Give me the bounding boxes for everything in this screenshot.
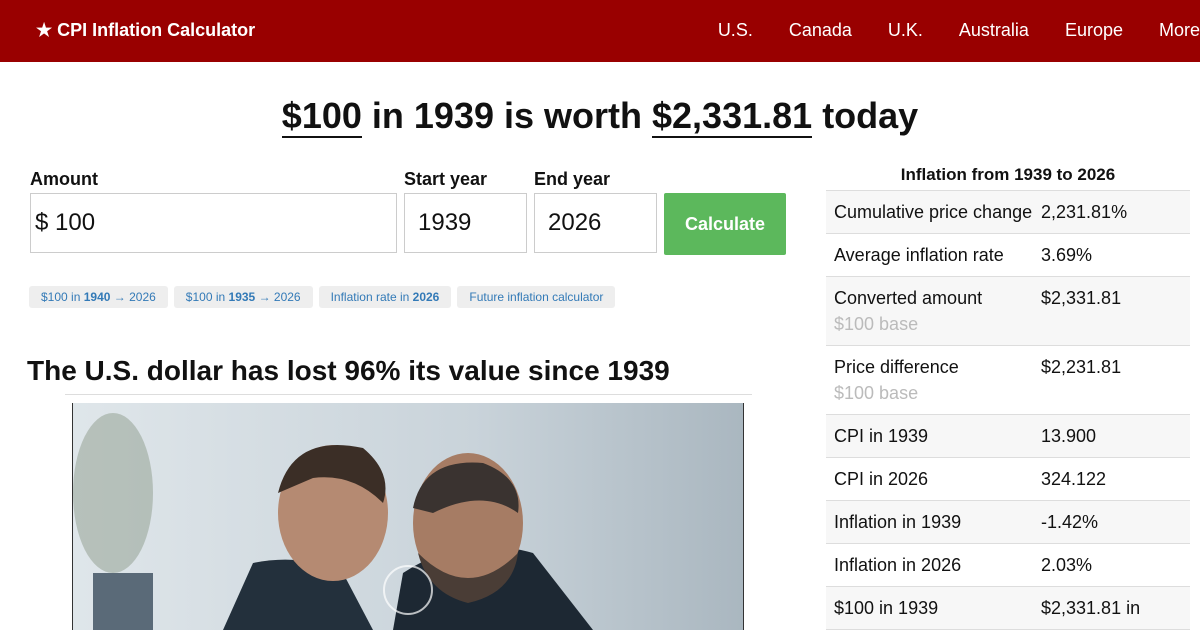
summary-title: Inflation from 1939 to 2026 bbox=[826, 160, 1190, 191]
summary-row: Cumulative price change 2,231.81% bbox=[826, 191, 1190, 234]
row-label-text: Cumulative price change bbox=[834, 202, 1033, 222]
chip-text: Future inflation calculator bbox=[469, 290, 604, 304]
row-label-text: Price difference bbox=[834, 357, 959, 377]
row-value: $2,231.81 bbox=[1041, 357, 1122, 377]
row-label: CPI in 1939 bbox=[834, 423, 1041, 449]
row-label: Inflation in 1939 bbox=[834, 509, 1041, 535]
row-label: Cumulative price change bbox=[834, 199, 1041, 225]
amount-input[interactable]: $ 100 bbox=[30, 193, 397, 253]
headline-text: in 1939 is worth bbox=[371, 95, 642, 136]
chip-year: 1940 bbox=[83, 290, 111, 304]
currency: $ bbox=[35, 209, 49, 236]
row-label: Converted amount $100 base bbox=[834, 285, 1041, 337]
nav-link[interactable]: Canada bbox=[788, 20, 852, 40]
row-value: 2.03% bbox=[1041, 555, 1093, 575]
chip-text: → 2026 bbox=[258, 290, 301, 304]
row-label-text: Inflation in 2026 bbox=[834, 555, 962, 575]
row-label: Price difference $100 base bbox=[834, 354, 1041, 406]
row-value: $2,331.81 in bbox=[1041, 598, 1141, 618]
summary-row: Inflation in 2026 2.03% bbox=[826, 544, 1190, 587]
start-year-input[interactable]: 1939 bbox=[404, 193, 527, 253]
nav-link[interactable]: Australia bbox=[958, 20, 1029, 40]
row-label: Average inflation rate bbox=[834, 242, 1041, 268]
amount-value: 100 bbox=[55, 209, 96, 236]
summary-row: Average inflation rate 3.69% bbox=[826, 234, 1190, 277]
chip-text: $100 in bbox=[41, 290, 81, 304]
headline: $100 in 1939 is worth $2,331.81 today bbox=[0, 95, 1200, 138]
row-sub: $100 base bbox=[834, 383, 919, 403]
chip-list: $100 in 1940 → 2026 $100 in 1935 → 2026 In… bbox=[29, 286, 621, 308]
chip-link[interactable]: Inflation rate in 2026 bbox=[318, 286, 452, 308]
summary-table: Inflation from 1939 to 2026 Cumulative p… bbox=[826, 160, 1190, 630]
headline-text: today bbox=[822, 95, 919, 136]
row-label-text: CPI in 1939 bbox=[834, 426, 929, 446]
row-label-text: $100 in 1939 bbox=[834, 598, 939, 618]
brand[interactable]: ★ CPI Inflation Calculator bbox=[36, 20, 256, 40]
start-label: Start year bbox=[404, 169, 488, 189]
row-label-text: Average inflation rate bbox=[834, 245, 1004, 265]
row-value: -1.42% bbox=[1041, 512, 1099, 532]
nav-link[interactable]: U.K. bbox=[887, 20, 923, 40]
chip-link[interactable]: Future inflation calculator bbox=[457, 286, 616, 308]
row-label-text: CPI in 2026 bbox=[834, 469, 929, 489]
row-label: Inflation in 2026 bbox=[834, 552, 1041, 578]
row-label-text: Converted amount bbox=[834, 288, 983, 308]
headline-amount: $100 bbox=[281, 95, 362, 138]
summary-row: $100 in 1939 $2,331.81 in bbox=[826, 587, 1190, 630]
chip-link[interactable]: $100 in 1935 → 2026 bbox=[173, 286, 313, 308]
navbar: ★ CPI Inflation Calculator U.S. Canada U… bbox=[0, 0, 1200, 62]
chip-text: $100 in bbox=[185, 290, 226, 304]
amount-label: Amount bbox=[30, 169, 98, 189]
photo-art bbox=[73, 403, 743, 630]
summary-row: CPI in 1939 13.900 bbox=[826, 415, 1190, 458]
section-heading: The U.S. dollar has lost 96% its value s… bbox=[27, 355, 670, 386]
row-value: 3.69% bbox=[1041, 245, 1093, 265]
photo bbox=[72, 403, 744, 630]
row-sub: $100 base bbox=[834, 314, 919, 334]
nav-link[interactable]: More bbox=[1158, 20, 1200, 40]
chip-link[interactable]: $100 in 1940 → 2026 bbox=[29, 286, 168, 308]
summary-rows: Cumulative price change 2,231.81% Average … bbox=[826, 191, 1190, 630]
nav-links: U.S. Canada U.K. Australia Europe More bbox=[718, 20, 1200, 41]
divider bbox=[65, 394, 752, 395]
summary-row: Price difference $100 base $2,231.81 bbox=[826, 346, 1190, 415]
summary-row: CPI in 2026 324.122 bbox=[826, 458, 1190, 501]
row-label: $100 in 1939 bbox=[834, 595, 1041, 621]
nav-link[interactable]: Europe bbox=[1064, 20, 1123, 40]
headline-result: $2,331.81 bbox=[652, 95, 813, 138]
row-label: CPI in 2026 bbox=[834, 466, 1041, 492]
row-value: 324.122 bbox=[1041, 469, 1107, 489]
start-year-value: 1939 bbox=[418, 209, 472, 236]
row-value: 2,231.81% bbox=[1041, 202, 1128, 222]
chip-text: Inflation rate in bbox=[330, 290, 410, 304]
summary-row: Converted amount $100 base $2,331.81 bbox=[826, 277, 1190, 346]
chip-year: 1935 bbox=[228, 290, 256, 304]
end-year-input[interactable]: 2026 bbox=[534, 193, 657, 253]
nav-link[interactable]: U.S. bbox=[717, 20, 753, 40]
calculate-button[interactable]: Calculate bbox=[664, 193, 786, 255]
chip-year: 2026 bbox=[412, 290, 440, 304]
summary-row: Inflation in 1939 -1.42% bbox=[826, 501, 1190, 544]
row-value: $2,331.81 bbox=[1041, 288, 1122, 308]
end-label: End year bbox=[534, 169, 611, 189]
row-label-text: Inflation in 1939 bbox=[834, 512, 962, 532]
row-value: 13.900 bbox=[1041, 426, 1097, 446]
end-year-value: 2026 bbox=[548, 209, 602, 236]
chip-text: → 2026 bbox=[113, 290, 156, 304]
